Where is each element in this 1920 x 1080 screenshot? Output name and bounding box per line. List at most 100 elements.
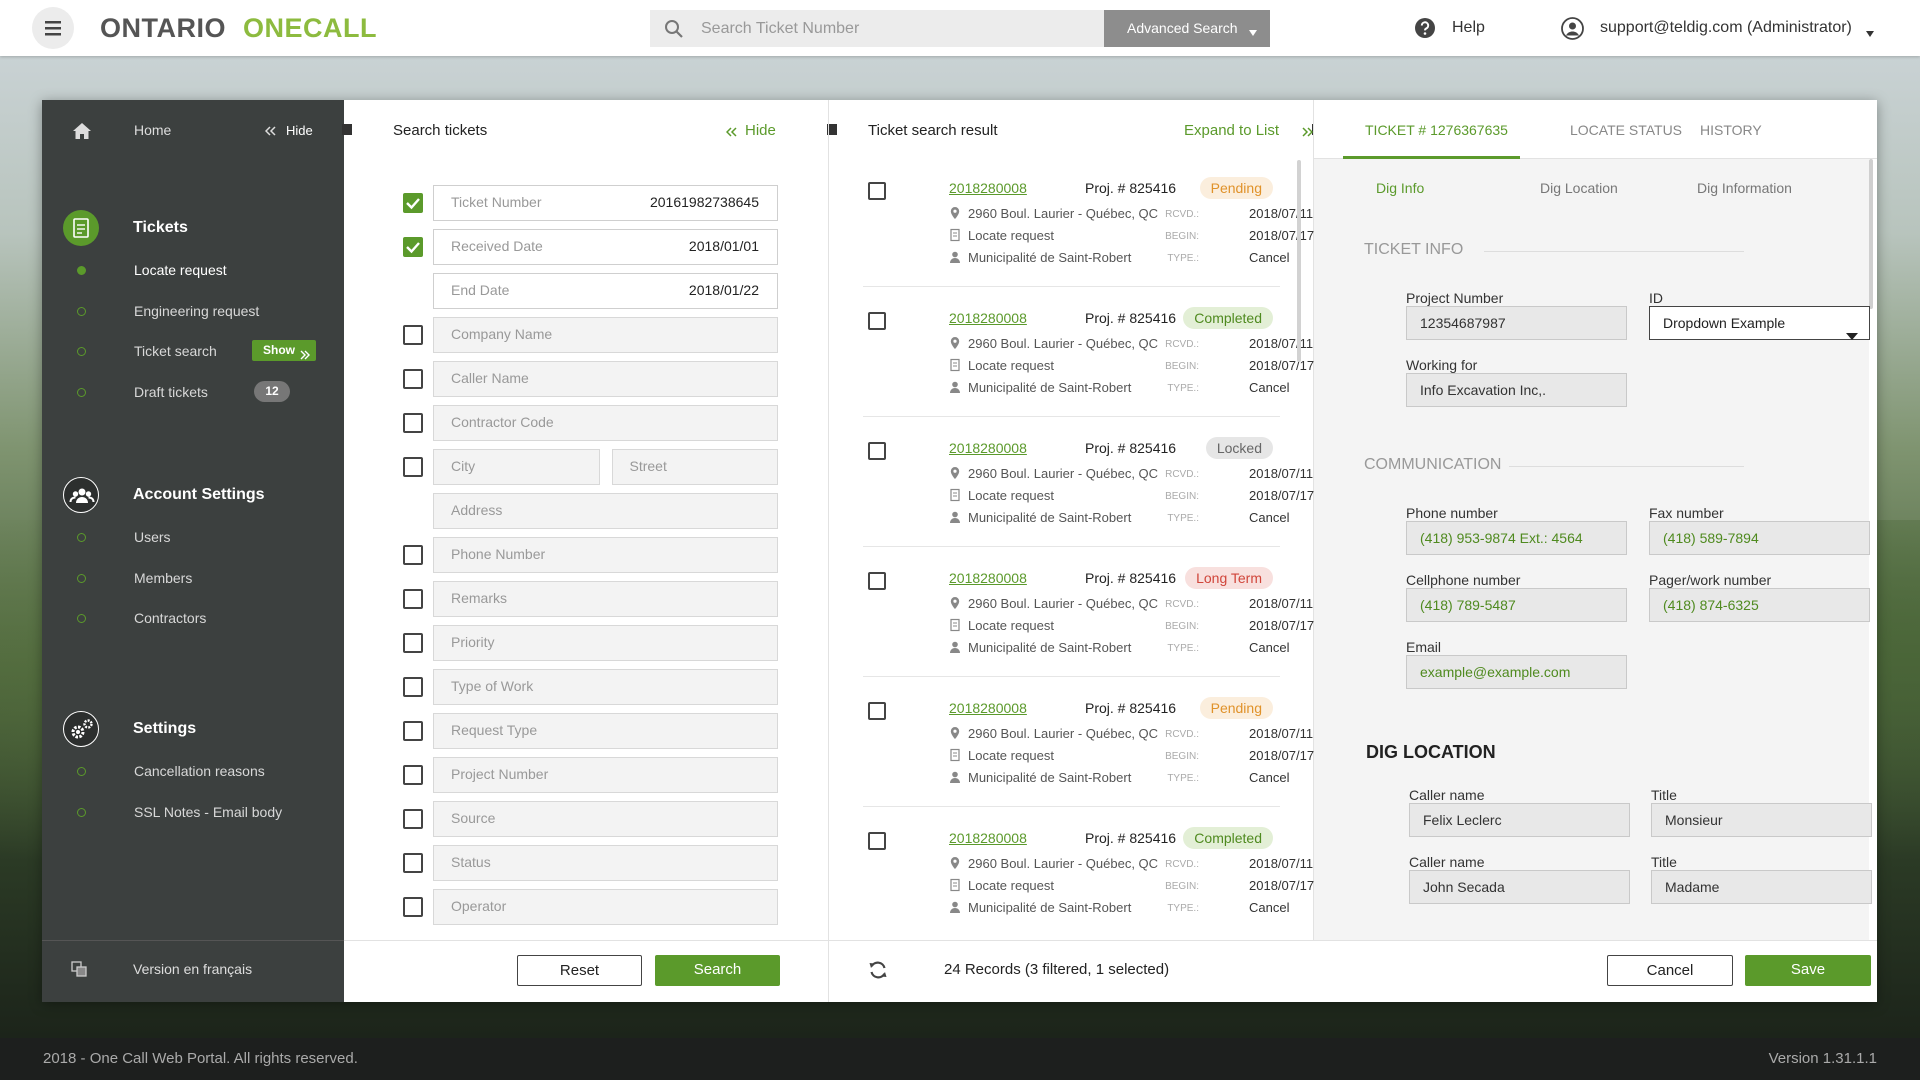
detail-field[interactable]: (418) 589-7894 (1649, 521, 1870, 555)
detail-field[interactable]: (418) 789-5487 (1406, 588, 1627, 622)
checkbox[interactable] (403, 413, 423, 433)
expand-chevrons (1301, 125, 1314, 137)
checkbox[interactable] (403, 193, 423, 213)
detail-field[interactable]: (418) 953-9874 Ext.: 4564 (1406, 521, 1627, 555)
search-field[interactable]: City (433, 449, 600, 485)
item-icon (949, 336, 961, 350)
checkbox[interactable] (403, 457, 423, 477)
checkbox[interactable] (403, 237, 423, 257)
nav-badge[interactable]: 12 (254, 380, 290, 402)
help-link[interactable]: Help (1452, 19, 1485, 36)
ticket-link[interactable]: 2018280008 (949, 180, 1027, 196)
dropdown[interactable]: Dropdown Example (1649, 306, 1870, 340)
checkbox[interactable] (403, 633, 423, 653)
search-field[interactable]: Ticket Number 20161982738645 (433, 185, 778, 221)
ticket-link[interactable]: 2018280008 (949, 570, 1027, 586)
nav-link[interactable]: Users (134, 529, 171, 545)
ticket-link[interactable]: 2018280008 (949, 310, 1027, 326)
nav-link[interactable]: SSL Notes - Email body (134, 803, 283, 820)
search-field[interactable]: Street (611, 449, 778, 485)
search-field[interactable]: End Date 2018/01/22 (433, 273, 778, 309)
meta-label: TYPE.: (1167, 643, 1199, 654)
checkbox[interactable] (403, 809, 423, 829)
search-field[interactable]: Operator (433, 889, 778, 925)
detail-field[interactable]: Felix Leclerc (1409, 803, 1630, 837)
search-field[interactable]: Status (433, 845, 778, 881)
menu-button[interactable] (32, 7, 74, 49)
detail-field[interactable]: John Secada (1409, 870, 1630, 904)
tab[interactable]: TICKET # 1276367635 (1365, 122, 1508, 138)
checkbox[interactable] (868, 442, 886, 460)
checkbox[interactable] (403, 765, 423, 785)
search-field[interactable]: Request Type (433, 713, 778, 749)
detail-field[interactable]: example@example.com (1406, 655, 1627, 689)
checkbox[interactable] (868, 312, 886, 330)
item-icon (949, 380, 961, 394)
checkbox[interactable] (403, 545, 423, 565)
advanced-search-button[interactable]: Advanced Search (1104, 10, 1270, 47)
nav-link[interactable]: Draft tickets (134, 383, 208, 400)
tab[interactable]: HISTORY (1700, 122, 1762, 138)
checkbox[interactable] (403, 897, 423, 917)
subtab[interactable]: Dig Info (1376, 180, 1425, 196)
nav-link[interactable]: Ticket search (134, 343, 217, 359)
ticket-link[interactable]: 2018280008 (949, 700, 1027, 716)
meta-value: Cancel (1249, 510, 1290, 525)
expand-link[interactable]: Expand to List (1184, 122, 1280, 139)
icon-part (950, 778, 960, 783)
hide-link[interactable]: Hide (745, 122, 776, 139)
detail-field[interactable]: 12354687987 (1406, 306, 1627, 340)
checkbox[interactable] (403, 853, 423, 873)
refresh-icon[interactable] (868, 960, 888, 980)
help-icon[interactable] (1414, 17, 1436, 39)
nav-link[interactable]: Cancellation reasons (134, 763, 265, 779)
cancel-button[interactable]: Cancel (1607, 955, 1733, 986)
detail-field[interactable]: (418) 874-6325 (1649, 588, 1870, 622)
subtab[interactable]: Dig Location (1540, 180, 1618, 196)
icon-part (952, 771, 958, 778)
detail-field[interactable]: Info Excavation Inc,. (1406, 373, 1627, 407)
search-button[interactable]: Search (655, 955, 780, 986)
search-field[interactable]: Received Date 2018/01/01 (433, 229, 778, 265)
search-field[interactable]: Source (433, 801, 778, 837)
meta-value: 2018/07/11 (1249, 466, 1314, 481)
checkbox[interactable] (403, 369, 423, 389)
search-field[interactable]: Company Name (433, 317, 778, 353)
ticket-link[interactable]: 2018280008 (949, 440, 1027, 456)
nav-link[interactable]: Contractors (134, 610, 207, 626)
tab[interactable]: LOCATE STATUS (1570, 122, 1683, 138)
hide-link[interactable]: Hide (286, 123, 313, 138)
subtab[interactable]: Dig Information (1697, 180, 1792, 196)
checkbox[interactable] (868, 182, 886, 200)
checkbox[interactable] (403, 325, 423, 345)
reset-button[interactable]: Reset (517, 955, 642, 986)
checkbox[interactable] (403, 721, 423, 741)
nav-link[interactable]: Locate request (134, 262, 227, 278)
search-field[interactable]: Remarks (433, 581, 778, 617)
search-box[interactable]: Search Ticket Number (650, 10, 1104, 47)
search-field[interactable]: Priority (433, 625, 778, 661)
nav-badge[interactable]: Show (252, 340, 316, 361)
checkbox[interactable] (868, 702, 886, 720)
nav-link[interactable]: Engineering request (134, 302, 260, 319)
search-field[interactable]: Project Number (433, 757, 778, 793)
item-request: Locate request (968, 358, 1055, 373)
checkbox[interactable] (868, 832, 886, 850)
nav-link[interactable]: Members (134, 569, 193, 586)
checkbox[interactable] (868, 572, 886, 590)
detail-field[interactable]: Monsieur (1651, 803, 1872, 837)
language-link[interactable]: Version en français (133, 961, 253, 977)
search-field[interactable]: Type of Work (433, 669, 778, 705)
detail-field[interactable]: Madame (1651, 870, 1872, 904)
home-link[interactable]: Home (134, 122, 172, 138)
checkbox[interactable] (403, 677, 423, 697)
search-field[interactable]: Address (433, 493, 778, 529)
checkbox[interactable] (403, 589, 423, 609)
section-icon (63, 477, 99, 513)
ticket-link[interactable]: 2018280008 (949, 830, 1027, 846)
search-field[interactable]: Phone Number (433, 537, 778, 573)
save-button[interactable]: Save (1745, 955, 1871, 986)
user-menu[interactable]: support@teldig.com (Administrator) (1600, 19, 1852, 36)
search-field[interactable]: Caller Name (433, 361, 778, 397)
search-field[interactable]: Contractor Code (433, 405, 778, 441)
